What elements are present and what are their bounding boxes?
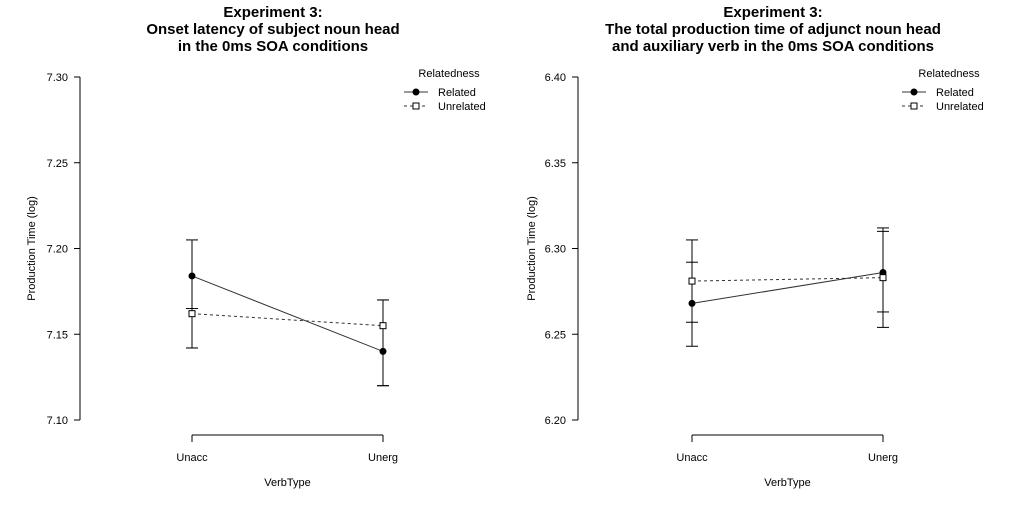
- chart2-x-tick-label-0: Unacc: [676, 452, 708, 464]
- chart2-legend-unrelated-marker: [910, 102, 918, 110]
- chart1-series-related-point-0: [188, 272, 196, 280]
- chart1-series-related-line: [191, 275, 384, 352]
- chart1-y-tick-label-4: 7.30: [47, 72, 68, 84]
- chart1-series-unrelated-point-1: [379, 322, 387, 330]
- chart1-y-tick-label-1: 7.15: [47, 329, 68, 341]
- chart2-series-related-line: [691, 272, 884, 304]
- chart2-title-line-1: Experiment 3:: [723, 4, 822, 21]
- chart1-legend-unrelated-marker: [412, 102, 420, 110]
- chart1-y-tick-label-2: 7.20: [47, 244, 68, 256]
- chart2-legend-unrelated-label: Unrelated: [936, 101, 984, 113]
- chart2-series-unrelated-line: [691, 277, 884, 282]
- chart1-title-line-1: Experiment 3:: [223, 4, 322, 21]
- chart2-series-unrelated-point-0: [688, 277, 696, 285]
- chart2-y-tick-label-0: 6.20: [545, 415, 566, 427]
- chart1-x-tick-label-0: Unacc: [176, 452, 208, 464]
- chart1-title-line-3: in the 0ms SOA conditions: [178, 38, 368, 55]
- chart1-y-axis-label: Production Time (log): [26, 196, 38, 301]
- chart2-x-axis-label: VerbType: [764, 477, 810, 489]
- chart1-legend-unrelated-label: Unrelated: [438, 101, 486, 113]
- chart2-y-tick-label-4: 6.40: [545, 72, 566, 84]
- chart2-series-unrelated-point-1: [879, 274, 887, 282]
- chart2-legend-related-marker: [910, 88, 918, 96]
- chart1-title-line-2: Onset latency of subject noun head: [146, 21, 399, 38]
- chart1-x-tick-label-1: Unerg: [368, 452, 398, 464]
- chart2-y-tick-label-1: 6.25: [545, 329, 566, 341]
- chart1-series-unrelated-line: [191, 313, 384, 327]
- chart1-y-tick-label-3: 7.25: [47, 158, 68, 170]
- chart2-title-line-2: The total production time of adjunct nou…: [605, 21, 941, 38]
- chart2-title-line-3: and auxiliary verb in the 0ms SOA condit…: [612, 38, 934, 55]
- chart2-x-tick-label-1: Unerg: [868, 452, 898, 464]
- chart1-legend-title: Relatedness: [418, 68, 480, 80]
- chart2-y-tick-label-2: 6.30: [545, 244, 566, 256]
- chart2-legend-related-label: Related: [936, 87, 974, 99]
- chart1-legend-related-marker: [412, 88, 420, 96]
- chart1-series-unrelated-point-0: [188, 310, 196, 318]
- chart1-legend-related-label: Related: [438, 87, 476, 99]
- chart1-y-tick-label-0: 7.10: [47, 415, 68, 427]
- chart1-x-axis-label: VerbType: [264, 477, 310, 489]
- chart2-y-axis-label: Production Time (log): [526, 196, 538, 301]
- chart2-y-tick-label-3: 6.35: [545, 158, 566, 170]
- chart2-legend-title: Relatedness: [918, 68, 980, 80]
